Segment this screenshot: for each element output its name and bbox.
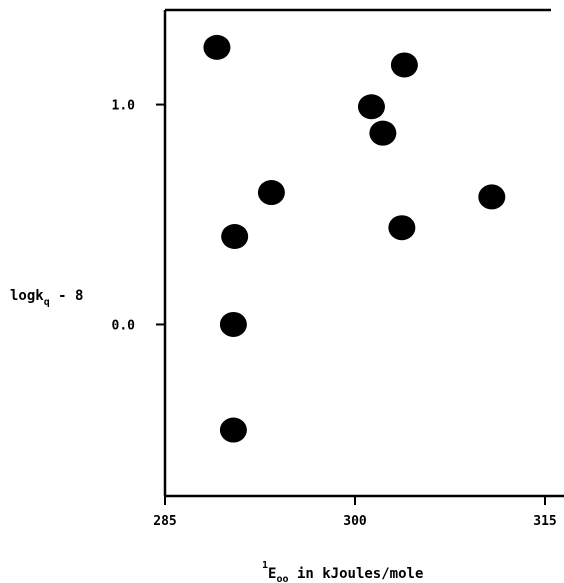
axis-ticks: 285 300 315 1.0 0.0 xyxy=(112,99,557,529)
data-point xyxy=(221,224,249,250)
x-axis-label: 1Eoo in kJoules/mole xyxy=(262,560,423,583)
data-point xyxy=(219,417,247,443)
data-point xyxy=(388,215,416,241)
data-point xyxy=(390,52,418,78)
plot-axes xyxy=(163,8,564,498)
x-tick-label: 315 xyxy=(533,514,556,529)
data-point xyxy=(357,94,385,120)
y-axis-label: logkq - 8 xyxy=(10,288,83,308)
data-point xyxy=(203,34,231,60)
y-tick-label: 0.0 xyxy=(112,318,136,333)
x-tick-label: 285 xyxy=(153,514,176,529)
data-point xyxy=(478,184,506,210)
data-point xyxy=(369,120,397,146)
data-point xyxy=(219,311,247,337)
data-point xyxy=(257,180,285,206)
data-points xyxy=(203,34,506,443)
y-tick-label: 1.0 xyxy=(112,99,136,114)
x-tick-label: 300 xyxy=(343,514,367,529)
